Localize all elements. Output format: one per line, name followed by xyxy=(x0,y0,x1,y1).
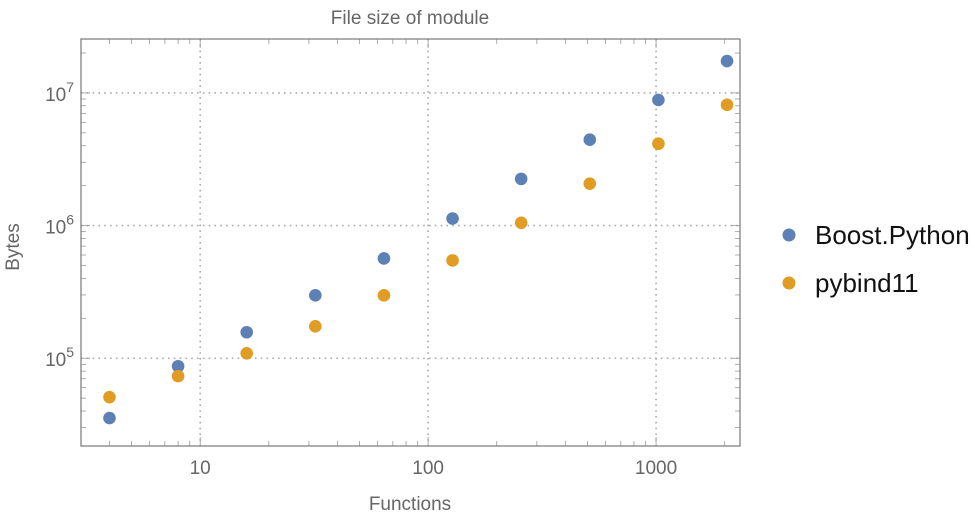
x-tick-label: 10 xyxy=(190,458,211,479)
plot-frame xyxy=(80,38,741,447)
point-boost-python xyxy=(309,289,322,302)
point-pybind11 xyxy=(583,177,597,190)
minor-ticks xyxy=(80,39,740,446)
point-boost-python xyxy=(652,93,665,107)
legend-label: pybind11 xyxy=(815,268,919,298)
legend: Boost.Python pybind11 xyxy=(782,220,970,298)
x-tick-label: 100 xyxy=(412,458,444,479)
point-pybind11 xyxy=(377,289,391,302)
point-boost-python xyxy=(103,411,116,425)
grid-lines xyxy=(81,39,740,446)
point-pybind11 xyxy=(720,98,734,112)
point-pybind11 xyxy=(103,390,116,404)
point-boost-python xyxy=(171,359,185,373)
point-boost-python xyxy=(240,325,254,339)
point-pybind11 xyxy=(652,137,665,151)
point-boost-python xyxy=(446,212,459,225)
point-boost-python xyxy=(514,172,528,186)
y-tick-label: 105 xyxy=(45,344,74,371)
legend-marker xyxy=(782,276,796,290)
x-tick-label: 1000 xyxy=(635,458,677,479)
legend-marker xyxy=(782,228,796,242)
legend-label: Boost.Python xyxy=(815,220,970,250)
y-tick-label: 106 xyxy=(45,212,74,239)
point-pybind11 xyxy=(171,369,185,383)
point-boost-python xyxy=(583,133,597,147)
point-pybind11 xyxy=(446,254,459,267)
x-axis-title: Functions xyxy=(369,494,451,513)
data-points xyxy=(103,54,734,425)
point-pybind11 xyxy=(309,320,322,333)
point-boost-python xyxy=(377,252,391,265)
point-pybind11 xyxy=(514,216,528,230)
y-axis-title: Bytes xyxy=(3,223,24,271)
point-boost-python xyxy=(720,54,734,68)
point-pybind11 xyxy=(240,346,254,360)
chart-title: File size of module xyxy=(331,8,489,29)
y-tick-label: 107 xyxy=(45,79,74,106)
